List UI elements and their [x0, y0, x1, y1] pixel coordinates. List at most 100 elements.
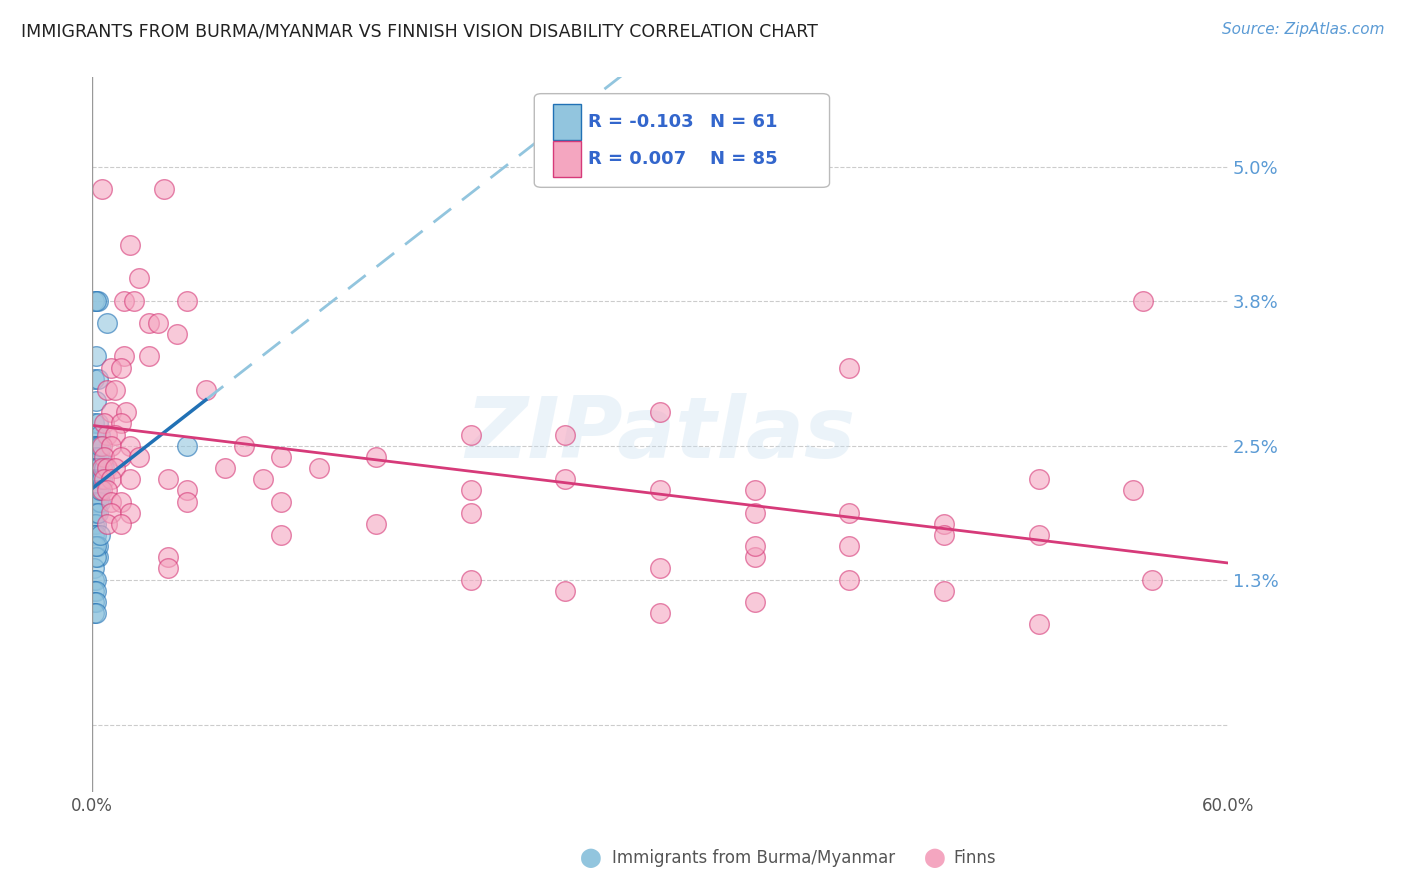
Point [84, 573, 107, 587]
Point [648, 483, 671, 498]
Point [90, 182, 112, 196]
Point [84, 494, 107, 508]
Point [138, 350, 160, 364]
Point [118, 506, 141, 520]
Point [93, 461, 115, 475]
Point [156, 550, 179, 565]
Point [100, 472, 122, 486]
Point [83, 483, 105, 498]
Point [1122, 483, 1144, 498]
Point [93, 472, 115, 486]
Point [104, 383, 127, 397]
Point [89, 494, 111, 508]
Point [166, 327, 188, 342]
Point [84, 483, 107, 498]
Point [83, 516, 105, 531]
Point [270, 494, 292, 508]
Point [89, 439, 111, 453]
Point [87, 483, 110, 498]
Point [83, 539, 105, 553]
Point [252, 472, 274, 486]
Point [554, 583, 576, 598]
Point [932, 528, 955, 542]
Point [87, 494, 110, 508]
Point [89, 450, 111, 464]
Point [84, 439, 107, 453]
Point [270, 450, 292, 464]
Point [83, 506, 105, 520]
Point [89, 483, 111, 498]
Point [648, 606, 671, 620]
Point [1140, 573, 1163, 587]
Point [87, 450, 110, 464]
Point [932, 516, 955, 531]
Point [932, 583, 955, 598]
Point [554, 472, 576, 486]
Point [460, 483, 482, 498]
Point [83, 417, 105, 431]
Text: Immigrants from Burma/Myanmar: Immigrants from Burma/Myanmar [612, 849, 894, 867]
Point [118, 439, 141, 453]
Point [838, 573, 860, 587]
Point [83, 439, 105, 453]
Text: ⬤: ⬤ [579, 848, 602, 868]
Text: R = -0.103: R = -0.103 [588, 113, 693, 131]
Point [1028, 472, 1050, 486]
Point [744, 483, 766, 498]
Point [84, 583, 107, 598]
Point [83, 494, 105, 508]
Point [460, 427, 482, 442]
Point [744, 550, 766, 565]
Point [83, 472, 105, 486]
Point [460, 506, 482, 520]
Point [90, 472, 112, 486]
Point [83, 573, 105, 587]
Point [83, 606, 105, 620]
Point [83, 293, 105, 308]
Point [90, 461, 112, 475]
Point [84, 394, 107, 409]
Point [83, 583, 105, 598]
Point [89, 472, 111, 486]
Point [112, 350, 135, 364]
Point [153, 182, 176, 196]
Point [176, 439, 198, 453]
Point [83, 528, 105, 542]
Text: N = 61: N = 61 [710, 113, 778, 131]
Point [87, 506, 110, 520]
Point [84, 461, 107, 475]
Point [138, 316, 160, 330]
Point [93, 450, 115, 464]
Point [115, 405, 138, 419]
Point [87, 372, 110, 386]
Point [84, 350, 107, 364]
Point [84, 606, 107, 620]
Point [176, 293, 198, 308]
Point [87, 461, 110, 475]
Point [744, 539, 766, 553]
Point [110, 516, 132, 531]
Point [744, 506, 766, 520]
Point [83, 450, 105, 464]
Point [122, 293, 145, 308]
Point [83, 427, 105, 442]
Point [96, 483, 118, 498]
Point [460, 573, 482, 587]
Point [214, 461, 236, 475]
Point [364, 516, 387, 531]
Text: N = 85: N = 85 [710, 150, 778, 168]
Point [648, 405, 671, 419]
Point [100, 405, 122, 419]
Text: ⬤: ⬤ [924, 848, 946, 868]
Point [83, 561, 105, 575]
Point [104, 427, 127, 442]
Point [110, 450, 132, 464]
Point [100, 494, 122, 508]
Point [87, 550, 110, 565]
Point [84, 595, 107, 609]
Point [148, 316, 170, 330]
Point [84, 550, 107, 565]
Point [96, 461, 118, 475]
Point [1132, 293, 1154, 308]
Point [84, 539, 107, 553]
